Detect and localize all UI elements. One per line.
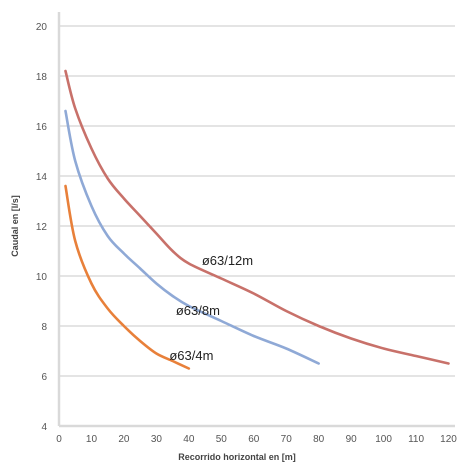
x-axis-title: Recorrido horizontal en [m] — [178, 452, 296, 462]
y-tick-label: 18 — [36, 72, 48, 83]
series-line-3 — [64, 184, 191, 370]
x-tick-label: 60 — [248, 434, 260, 445]
x-tick-label: 40 — [183, 434, 195, 445]
x-tick-label: 110 — [408, 434, 424, 445]
y-tick-label: 6 — [41, 372, 47, 383]
series-label-1: ø63/12m — [202, 253, 253, 268]
x-tick-label: 120 — [440, 434, 457, 445]
y-tick-label: 16 — [36, 122, 48, 133]
x-tick-label: 80 — [313, 434, 325, 445]
y-tick-label: 14 — [36, 172, 48, 183]
x-axis-tick-labels: 0 10 20 30 40 50 60 70 80 90 100 110 120 — [56, 434, 457, 445]
series-labels: ø63/12m ø63/8m ø63/4m — [169, 253, 253, 363]
x-tick-label: 0 — [56, 434, 62, 445]
x-tick-label: 90 — [346, 434, 358, 445]
series-label-2: ø63/8m — [176, 303, 220, 318]
y-tick-label: 4 — [41, 422, 47, 433]
axes — [57, 12, 455, 428]
x-tick-label: 100 — [375, 434, 392, 445]
x-tick-label: 30 — [151, 434, 163, 445]
x-tick-label: 20 — [118, 434, 130, 445]
gridlines — [59, 25, 455, 377]
y-tick-label: 20 — [36, 22, 48, 33]
y-axis-title: Caudal en [l/s] — [10, 195, 20, 257]
y-tick-label: 12 — [36, 222, 48, 233]
y-tick-label: 8 — [41, 322, 47, 333]
y-tick-label: 10 — [36, 272, 48, 283]
series-lines — [64, 69, 450, 370]
y-axis-tick-labels: 4 6 8 10 12 14 16 18 20 — [36, 22, 48, 433]
x-tick-label: 10 — [86, 434, 98, 445]
series-line-1 — [64, 69, 450, 365]
series-line-2 — [64, 109, 320, 365]
x-tick-label: 70 — [281, 434, 293, 445]
x-tick-label: 50 — [216, 434, 228, 445]
series-label-3: ø63/4m — [169, 348, 213, 363]
